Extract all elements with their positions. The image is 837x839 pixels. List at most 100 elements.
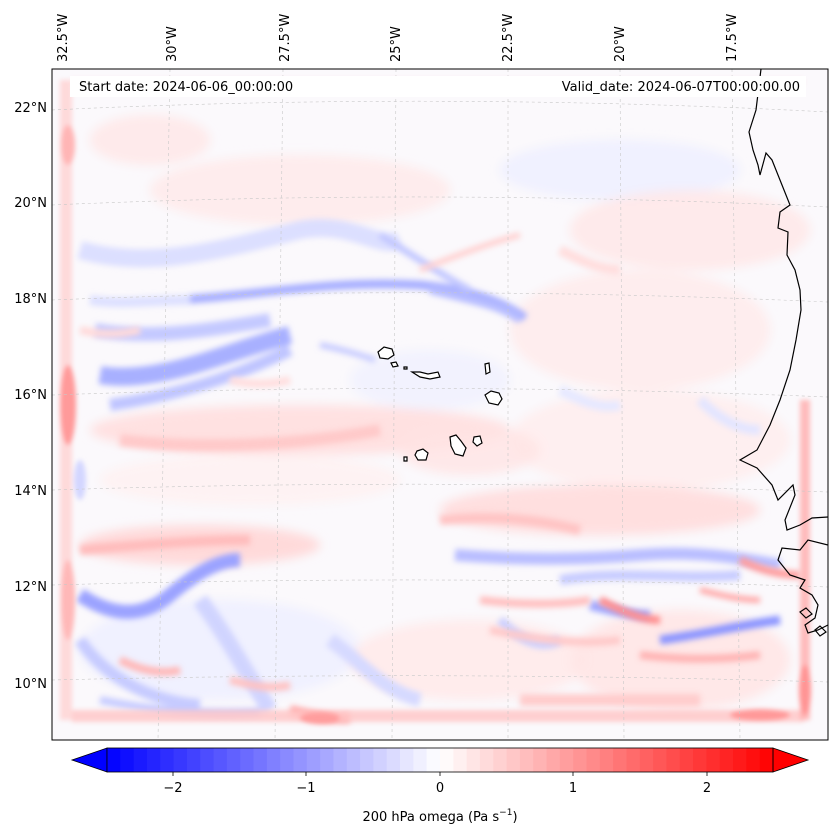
valid-date-label: Valid_date: 2024-06-07T00:00:00.00 <box>562 80 800 95</box>
colorbar-bin <box>386 748 401 772</box>
colorbar-bin <box>413 748 428 772</box>
colorbar-bin <box>360 748 374 772</box>
colorbar-bin <box>653 748 668 772</box>
colorbar-extend-low <box>70 747 108 773</box>
lon-tick-label: 20°W <box>613 26 628 62</box>
lat-tick-label: 10°N <box>14 677 47 692</box>
colorbar-bin <box>253 748 268 772</box>
colorbar-bin <box>266 748 281 772</box>
colorbar-bin <box>453 748 468 772</box>
colorbar-bin <box>107 748 121 772</box>
island-boa-vista <box>484 390 503 406</box>
island-santiago <box>449 434 467 457</box>
colorbar-bin <box>133 748 148 772</box>
lat-tick-labels: 22°N 20°N 18°N 16°N 14°N 12°N 10°N <box>14 101 47 692</box>
lon-tick-label: 30°W <box>165 26 180 62</box>
colorbar-ticks <box>172 772 708 776</box>
colorbar-bin <box>559 748 574 772</box>
colorbar-bin <box>293 748 308 772</box>
colorbar-bin <box>333 748 348 772</box>
lon-tick-label: 27.5°W <box>278 14 293 62</box>
colorbar-bin <box>160 748 175 772</box>
colorbar-bin <box>613 748 628 772</box>
colorbar-bin <box>213 748 228 772</box>
colorbar-bin <box>586 748 601 772</box>
colorbar-bin <box>306 748 321 772</box>
colorbar-bin <box>533 748 548 772</box>
colorbar-bin <box>346 748 361 772</box>
colorbar-bin <box>706 748 721 772</box>
colorbar-bin <box>573 748 588 772</box>
colorbar-bin <box>173 748 188 772</box>
cape-verde-islands <box>377 346 503 462</box>
colorbar-bin <box>200 748 215 772</box>
colorbar-bin <box>519 748 534 772</box>
lat-tick-label: 18°N <box>14 292 47 307</box>
colorbar-bin <box>506 748 521 772</box>
island-brava <box>403 456 408 462</box>
colorbar-bin <box>693 748 707 772</box>
island-fogo <box>414 448 429 461</box>
lat-tick-label: 14°N <box>14 484 47 499</box>
colorbar-bin <box>426 748 441 772</box>
colorbar-bin <box>120 748 135 772</box>
lat-tick-label: 22°N <box>14 101 47 116</box>
colorbar-bin <box>626 748 641 772</box>
island-sao-nicolau <box>409 371 441 380</box>
west-africa-coastline <box>738 69 828 637</box>
colorbar-bin <box>440 748 454 772</box>
colorbar-tick-label: −1 <box>296 781 315 796</box>
colorbar-bin <box>546 748 561 772</box>
colorbar-bin <box>320 748 335 772</box>
colorbar-bin <box>599 748 614 772</box>
colorbar-bin <box>280 748 295 772</box>
lat-tick-label: 20°N <box>14 196 47 211</box>
colorbar-units-close: ) <box>512 810 517 825</box>
lon-tick-label: 32.5°W <box>56 14 71 62</box>
colorbar-bins <box>107 748 774 772</box>
colorbar: −2 −1 0 1 2 200 hPa omega (Pa s−1) <box>70 747 810 825</box>
colorbar-bin <box>493 748 508 772</box>
lon-tick-label: 17.5°W <box>725 14 740 62</box>
colorbar-title: 200 hPa omega (Pa s−1) <box>362 808 517 825</box>
lat-tick-label: 16°N <box>14 388 47 403</box>
island-santo-antao <box>377 346 395 360</box>
colorbar-bin <box>373 748 388 772</box>
header-band <box>70 76 806 97</box>
colorbar-extend-high <box>772 747 810 773</box>
colorbar-bin <box>679 748 694 772</box>
colorbar-tick-label: −2 <box>163 781 182 796</box>
colorbar-tick-label: 2 <box>703 781 711 796</box>
colorbar-bin <box>400 748 414 772</box>
map-frame <box>51 68 829 741</box>
colorbar-units: (Pa s <box>468 810 499 825</box>
omega-field: Start date: 2024-06-06_00:00:00 Valid_da… <box>52 69 828 740</box>
colorbar-bin <box>240 748 255 772</box>
lon-tick-labels: 32.5°W 30°W 27.5°W 25°W 22.5°W 20°W 17.5… <box>56 14 740 62</box>
island-sal <box>484 362 491 375</box>
island-sao-vicente <box>390 361 399 368</box>
lon-tick-label: 22.5°W <box>501 14 516 62</box>
colorbar-bin <box>186 748 201 772</box>
colorbar-bin <box>466 748 481 772</box>
start-date-label: Start date: 2024-06-06_00:00:00 <box>79 80 293 95</box>
colorbar-bin <box>639 748 654 772</box>
colorbar-bin <box>666 748 681 772</box>
island-santa-luzia <box>403 366 408 370</box>
colorbar-bin <box>479 748 494 772</box>
colorbar-bin <box>719 748 734 772</box>
omega-bands-red <box>79 232 801 724</box>
colorbar-variable: 200 hPa omega <box>362 810 463 825</box>
colorbar-bin <box>746 748 761 772</box>
island-maio <box>472 435 483 447</box>
colorbar-bin <box>226 748 241 772</box>
lon-tick-label: 25°W <box>389 26 404 62</box>
colorbar-tick-label: 1 <box>569 781 577 796</box>
colorbar-bin <box>733 748 747 772</box>
lat-tick-label: 12°N <box>14 580 47 595</box>
colorbar-tick-label: 0 <box>436 781 444 796</box>
colorbar-bin <box>759 748 774 772</box>
colorbar-bin <box>146 748 161 772</box>
